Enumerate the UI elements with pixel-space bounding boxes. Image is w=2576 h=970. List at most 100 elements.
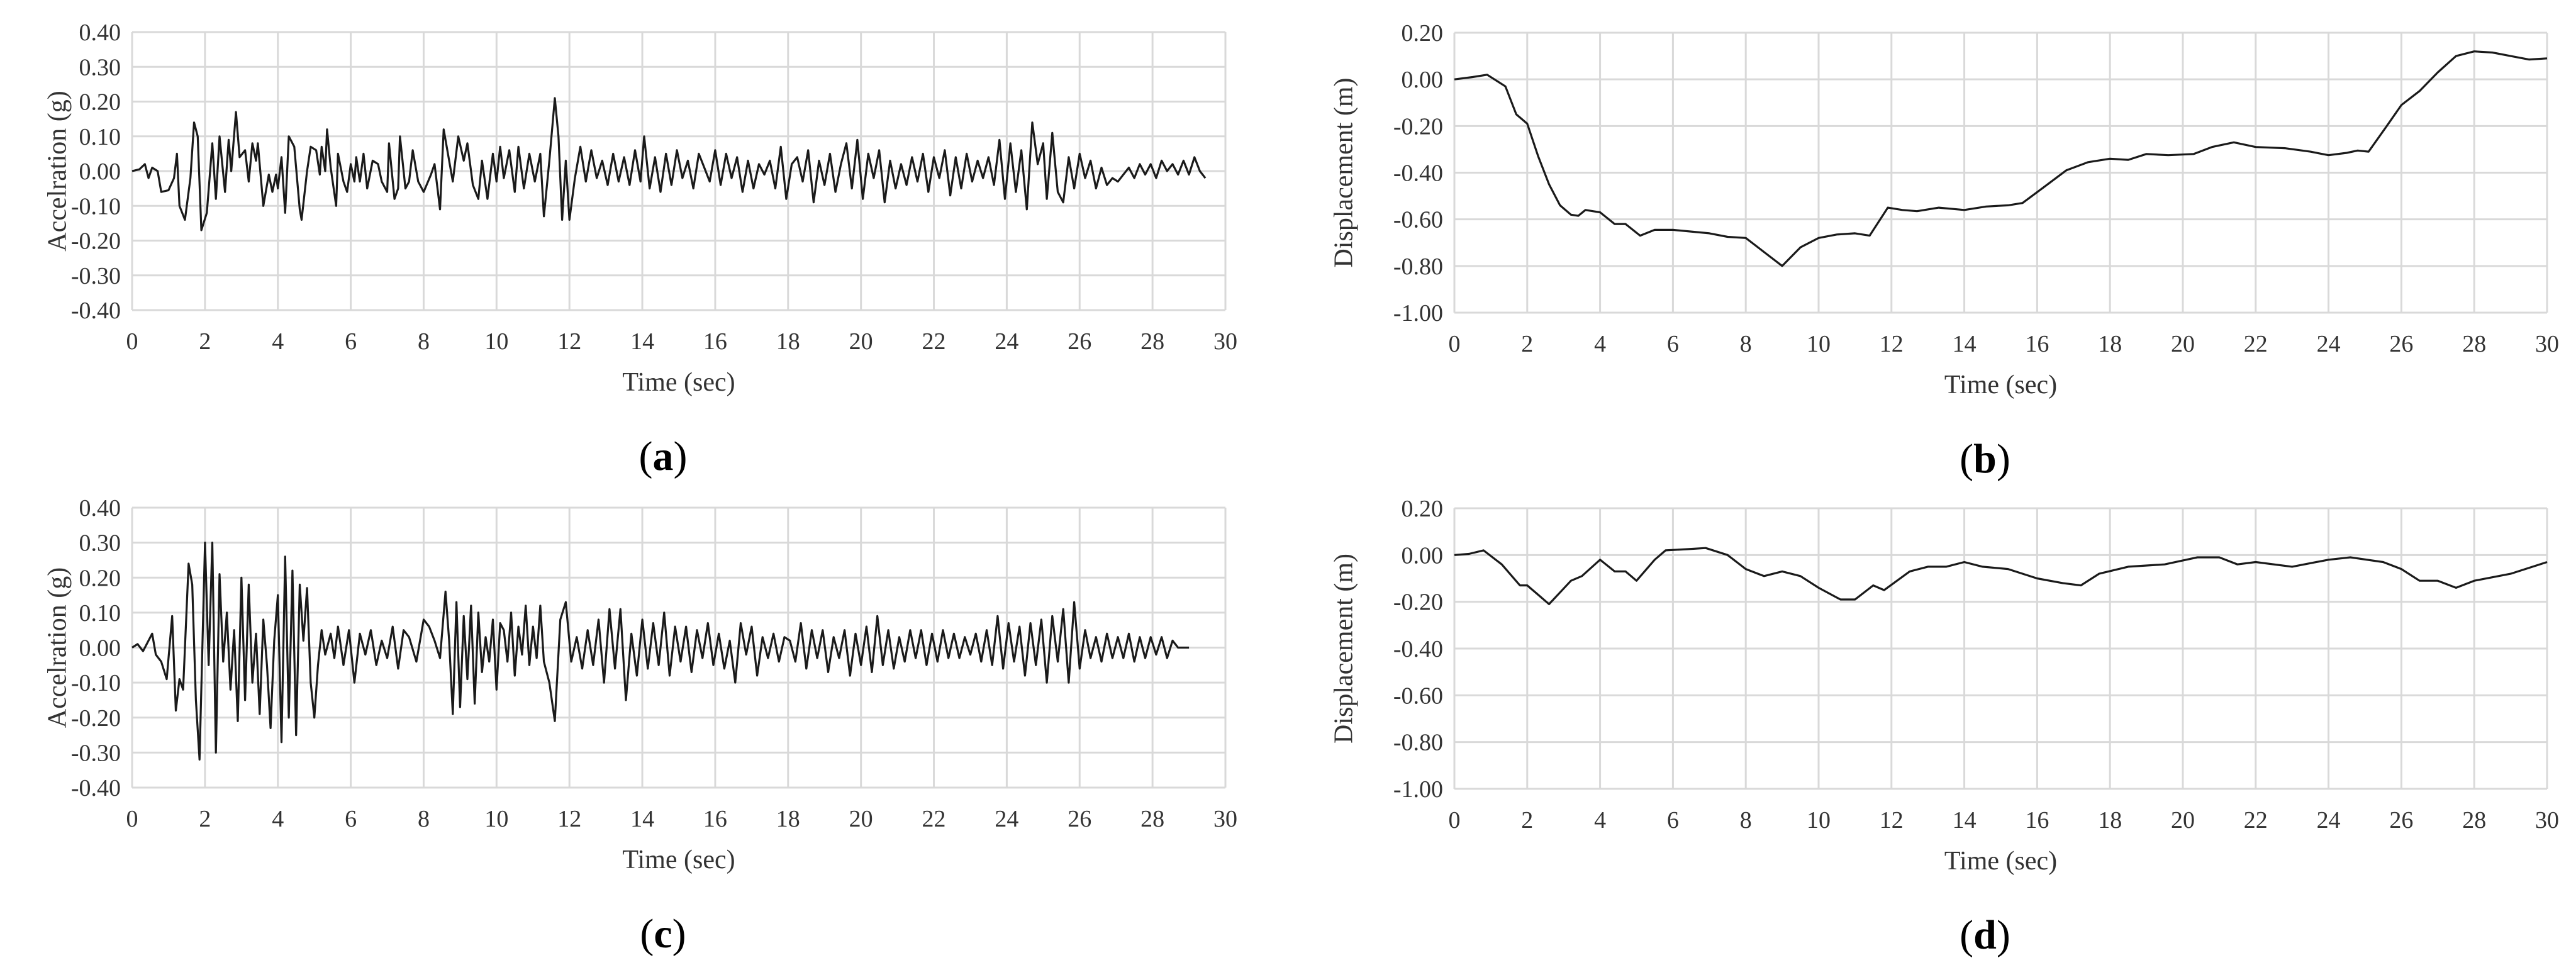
y-tick-label: -0.60 [1393, 207, 1443, 233]
x-tick-label: 6 [345, 328, 357, 355]
y-tick-label: 0.30 [79, 54, 121, 81]
y-tick-label: 0.20 [1402, 20, 1444, 47]
y-tick-label: -0.40 [71, 775, 121, 801]
x-tick-label: 18 [2098, 331, 2122, 357]
x-tick-label: 2 [199, 328, 211, 355]
x-tick-label: 24 [2317, 807, 2341, 833]
y-tick-labels: 0.40 0.30 0.20 0.10 0.00 -0.10 -0.20 -0.30 -0.40 [71, 20, 121, 324]
y-axis-title: Displacement (m) [1330, 77, 1359, 267]
y-tick-label: -0.30 [71, 263, 121, 289]
x-tick-label: 30 [1213, 328, 1237, 355]
x-tick-label: 0 [1449, 807, 1461, 833]
y-axis-title: Accelration (g) [43, 91, 72, 251]
y-axis-title: Displacement (m) [1330, 554, 1359, 744]
x-tick-label: 8 [418, 328, 430, 355]
y-tick-label: -0.30 [71, 740, 121, 766]
y-tick-label: -0.20 [71, 228, 121, 255]
x-tick-label: 0 [126, 806, 138, 832]
x-tick-label: 6 [1667, 331, 1679, 357]
x-tick-label: 28 [2462, 807, 2486, 833]
displacement-line [1454, 547, 2548, 605]
x-tick-label: 16 [703, 328, 727, 355]
y-tick-label: 0.40 [79, 20, 121, 46]
x-tick-label: 4 [1594, 807, 1606, 833]
y-tick-label: -0.80 [1393, 730, 1443, 756]
y-tick-label: -1.00 [1393, 776, 1443, 803]
x-tick-label: 26 [1068, 328, 1091, 355]
x-tick-label: 12 [1880, 807, 1904, 833]
y-tick-labels: 0.20 0.00 -0.20 -0.40 -0.60 -0.80 -1.00 [1393, 496, 1443, 803]
x-tick-label: 28 [1140, 806, 1164, 832]
x-tick-label: 18 [2098, 807, 2122, 833]
y-tick-label: 0.00 [79, 635, 121, 662]
y-tick-label: 0.30 [79, 530, 121, 557]
x-tick-label: 14 [1953, 807, 1977, 833]
y-tick-label: -0.20 [1393, 113, 1443, 140]
x-tick-labels: 0 2 4 6 8 10 12 14 16 18 20 22 24 26 28 30 [1449, 331, 2560, 357]
y-tick-labels: 0.20 0.00 -0.20 -0.40 -0.60 -0.80 -1.00 [1393, 20, 1443, 326]
y-tick-label: 0.00 [79, 159, 121, 185]
panel-a: 0.40 0.30 0.20 0.10 0.00 -0.10 -0.20 -0.30 -0.40… [43, 20, 1237, 479]
y-axis-title: Accelration (g) [43, 567, 72, 728]
x-tick-label: 2 [1521, 807, 1533, 833]
x-tick-label: 6 [345, 806, 357, 832]
y-tick-label: 0.00 [1402, 67, 1444, 93]
displacement-line [1454, 50, 2548, 267]
x-tick-labels: 0 2 4 6 8 10 12 14 16 18 20 22 24 26 28 30 [1449, 807, 2560, 833]
x-tick-label: 14 [630, 806, 654, 832]
x-tick-label: 8 [1740, 807, 1752, 833]
x-tick-label: 22 [2244, 331, 2268, 357]
x-tick-label: 10 [484, 328, 508, 355]
x-tick-label: 10 [1807, 331, 1831, 357]
x-tick-label: 20 [849, 328, 873, 355]
panel-c: 0.40 0.30 0.20 0.10 0.00 -0.10 -0.20 -0.30 -0.40… [43, 495, 1237, 957]
x-tick-label: 14 [630, 328, 654, 355]
y-tick-label: 0.20 [79, 89, 121, 116]
y-tick-label: -0.10 [71, 193, 121, 220]
x-tick-label: 22 [2244, 807, 2268, 833]
x-tick-label: 2 [199, 806, 211, 832]
x-tick-label: 16 [2025, 331, 2049, 357]
x-tick-label: 8 [1740, 331, 1752, 357]
x-tick-label: 10 [484, 806, 508, 832]
y-tick-label: -0.20 [71, 705, 121, 732]
y-tick-label: -0.40 [1393, 636, 1443, 662]
x-tick-label: 26 [2389, 331, 2413, 357]
x-tick-label: 24 [995, 328, 1018, 355]
y-tick-label: 0.10 [79, 600, 121, 627]
x-tick-labels: 0 2 4 6 8 10 12 14 16 18 20 22 24 26 28 30 [126, 806, 1238, 832]
acceleration-line [131, 97, 1207, 231]
panel-label: (d) [1960, 912, 2010, 958]
x-tick-label: 20 [2171, 331, 2195, 357]
x-tick-label: 18 [776, 328, 800, 355]
x-tick-label: 26 [2389, 807, 2413, 833]
gridlines [1453, 507, 2548, 790]
x-axis-title: Time (sec) [1944, 847, 2057, 876]
x-tick-label: 24 [2317, 331, 2341, 357]
x-tick-label: 2 [1521, 331, 1533, 357]
gridlines [131, 506, 1227, 789]
y-tick-label: -0.80 [1393, 254, 1443, 280]
x-tick-label: 18 [776, 806, 800, 832]
x-tick-label: 4 [272, 806, 284, 832]
y-tick-label: -0.10 [71, 670, 121, 696]
x-tick-label: 4 [1594, 331, 1606, 357]
x-tick-label: 22 [922, 328, 946, 355]
x-tick-label: 0 [126, 328, 138, 355]
x-tick-label: 30 [2535, 331, 2559, 357]
y-tick-label: -0.40 [71, 298, 121, 324]
x-tick-label: 8 [418, 806, 430, 832]
x-axis-title: Time (sec) [622, 845, 735, 874]
x-tick-label: 28 [1140, 328, 1164, 355]
y-tick-label: 0.20 [1402, 496, 1444, 522]
x-tick-label: 6 [1667, 807, 1679, 833]
x-tick-label: 30 [1213, 806, 1237, 832]
x-tick-label: 30 [2535, 807, 2559, 833]
x-axis-title: Time (sec) [622, 368, 735, 397]
gridlines [1453, 31, 2548, 314]
y-tick-label: 0.10 [79, 124, 121, 150]
x-tick-label: 26 [1068, 806, 1091, 832]
